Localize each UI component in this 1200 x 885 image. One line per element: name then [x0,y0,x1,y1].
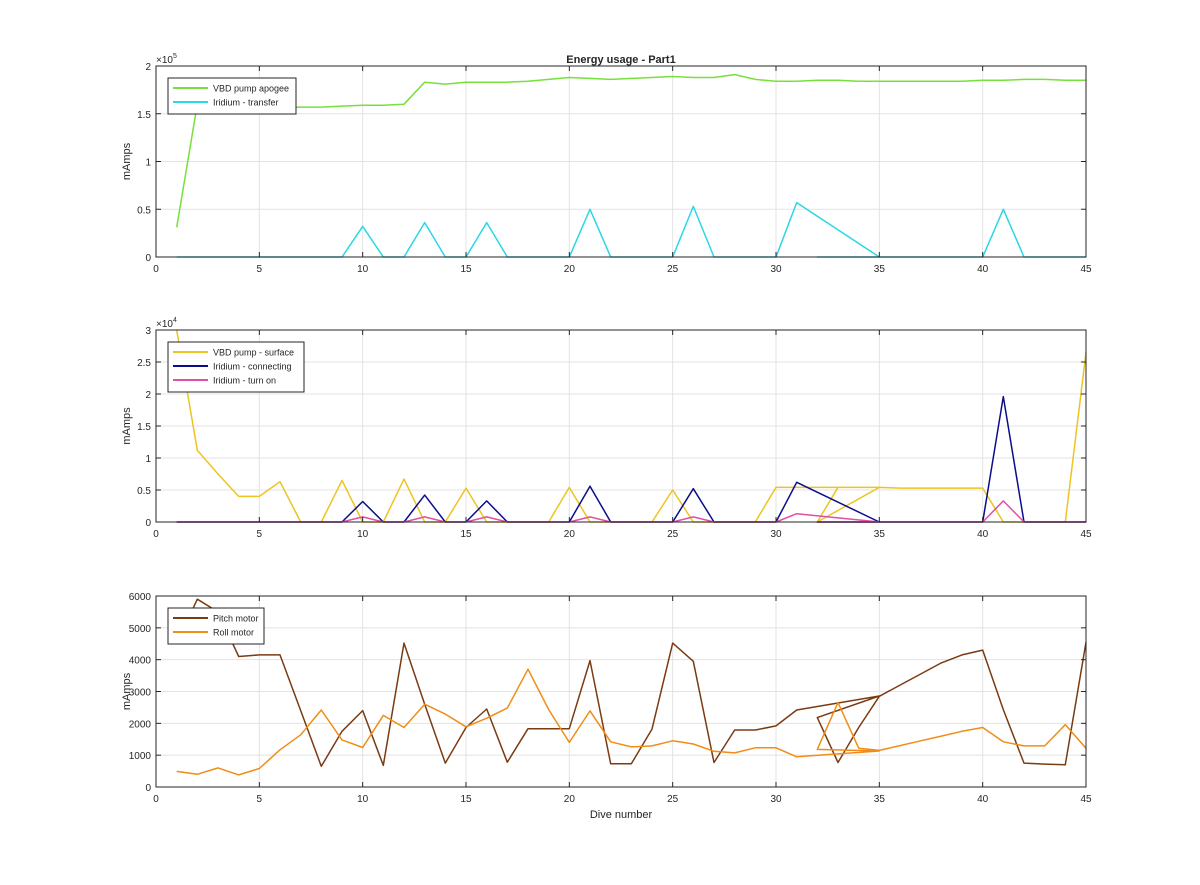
legend-label: Iridium - transfer [213,98,279,108]
y-tick-label: 3 [145,326,151,337]
legend-label: Iridium - connecting [213,362,292,372]
y-tick-label: 2 [145,62,151,73]
legend-label: VBD pump - surface [213,348,294,358]
x-tick-label: 25 [667,794,679,805]
x-tick-label: 40 [977,264,989,275]
x-tick-label: 35 [874,529,886,540]
x-tick-label: 25 [667,529,679,540]
x-tick-label: 10 [357,264,369,275]
y-axis-label: mAmps [121,407,133,445]
x-tick-label: 15 [460,529,472,540]
x-tick-label: 30 [770,529,782,540]
legend: Pitch motor Roll motor [167,607,265,645]
axes-3: 0 5 10 15 20 25 30 35 40 45 0 1000 2000 3000 4000 5000 6… [121,592,1092,805]
y-axis-label: mAmps [121,672,133,710]
x-tick-label: 20 [564,529,576,540]
x-tick-label: 30 [770,794,782,805]
y-tick-label: 2000 [129,719,152,730]
x-tick-label: 40 [977,794,989,805]
x-tick-label: 45 [1080,529,1092,540]
axes-1: 0 5 10 15 20 25 30 35 40 45 0 0.5 1 1.5 2 ×105 mAmps VBD … [121,53,1092,275]
legend-label: Iridium - turn on [213,376,276,386]
x-tick-label: 35 [874,794,886,805]
figure-title: Energy usage - Part1 [566,54,675,66]
x-tick-label: 20 [564,264,576,275]
legend-label: Pitch motor [213,614,259,624]
x-tick-label: 5 [257,529,263,540]
x-tick-label: 15 [460,264,472,275]
x-tick-label: 20 [564,794,576,805]
y-tick-label: 1 [145,454,151,465]
x-tick-label: 45 [1080,264,1092,275]
y-tick-label: 3000 [129,688,152,699]
series-line-1-1 [175,73,1086,228]
x-tick-label: 0 [153,264,159,275]
x-tick-label: 40 [977,529,989,540]
y-tick-label: 4000 [129,656,152,667]
x-tick-label: 25 [667,264,679,275]
y-tick-label: 0.5 [137,205,151,216]
x-tick-label: 45 [1080,794,1092,805]
y-tick-label: 2 [145,390,151,401]
y-tick-label: 1000 [129,751,152,762]
y-tick-label: 1.5 [137,422,151,433]
x-tick-label: 10 [357,529,369,540]
legend-label: VBD pump apogee [213,84,289,94]
y-tick-label: 2.5 [137,358,151,369]
x-tick-label: 35 [874,264,886,275]
legend-box [167,607,265,645]
legend: VBD pump - surface Iridium - connecting Ir… [167,341,305,393]
axes-2: 0 5 10 15 20 25 30 35 40 45 0 0.5 1 1.5 2 2.5 3 ×104 mAmps… [121,317,1092,540]
x-tick-label: 5 [257,794,263,805]
legend-label: Roll motor [213,628,254,638]
x-tick-label: 10 [357,794,369,805]
series-line-3-2 [176,668,1087,776]
y-tick-label: 0 [145,518,151,529]
x-tick-label: 30 [770,264,782,275]
y-tick-label: 0 [145,253,151,264]
y-exponent-label: ×104 [156,317,177,330]
x-tick-label: 15 [460,794,472,805]
y-axis-label: mAmps [121,142,133,180]
y-tick-label: 0 [145,783,151,794]
legend: VBD pump apogee Iridium - transfer [167,77,297,115]
y-exponent-label: ×105 [156,53,177,66]
y-tick-label: 1.5 [137,110,151,121]
x-tick-label: 5 [257,264,263,275]
y-tick-label: 1 [145,158,151,169]
y-tick-label: 0.5 [137,486,151,497]
x-axis-label: Dive number [590,809,653,821]
x-tick-label: 0 [153,529,159,540]
x-tick-label: 0 [153,794,159,805]
y-tick-label: 6000 [129,592,152,603]
legend-box [167,77,297,115]
y-tick-label: 5000 [129,624,152,635]
